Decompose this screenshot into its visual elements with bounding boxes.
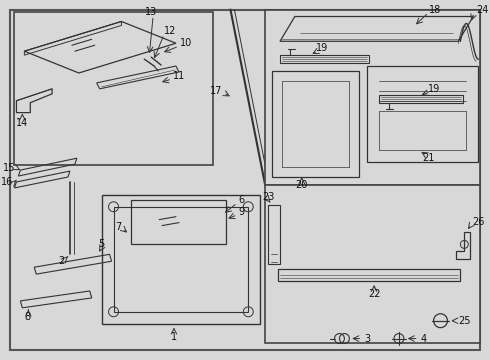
Text: 19: 19 (316, 43, 328, 53)
Text: 14: 14 (17, 117, 29, 127)
Text: 15: 15 (3, 163, 16, 173)
Text: 17: 17 (210, 86, 222, 96)
Bar (14, 12, 213, 165)
Text: 12: 12 (164, 26, 176, 36)
Text: 22: 22 (368, 289, 380, 299)
Text: 20: 20 (295, 180, 308, 190)
Text: 3: 3 (364, 334, 370, 343)
Text: 4: 4 (421, 334, 427, 343)
Text: 13: 13 (145, 6, 157, 17)
Text: 9: 9 (239, 207, 245, 217)
Text: 6: 6 (239, 195, 245, 205)
Text: 8: 8 (24, 312, 30, 322)
Text: 2: 2 (59, 256, 65, 266)
Text: 18: 18 (429, 5, 441, 14)
Bar (265, 10, 480, 185)
Text: 19: 19 (427, 84, 440, 94)
Text: 16: 16 (1, 177, 13, 187)
Text: 25: 25 (458, 316, 471, 326)
Text: 10: 10 (180, 38, 192, 48)
Bar (265, 185, 480, 343)
Text: 21: 21 (422, 153, 435, 163)
Text: 1: 1 (171, 332, 177, 342)
Text: 5: 5 (98, 239, 105, 249)
Text: 24: 24 (476, 5, 489, 14)
Text: 11: 11 (173, 71, 185, 81)
Text: 26: 26 (472, 217, 485, 226)
Text: 23: 23 (262, 192, 274, 202)
Text: 7: 7 (115, 221, 122, 231)
